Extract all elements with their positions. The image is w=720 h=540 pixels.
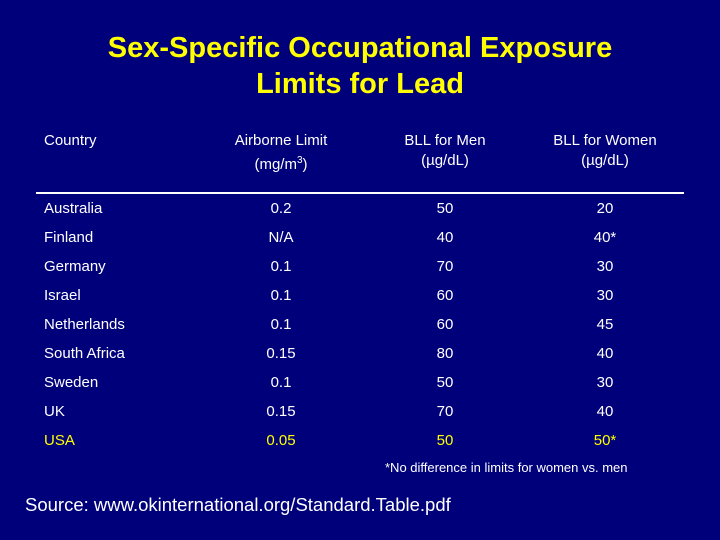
cell-bll-women: 50*: [593, 432, 617, 449]
cell-airborne: 0.15: [266, 345, 296, 362]
column-header-airborne-unit: (mg/m3): [196, 151, 366, 175]
slide-title: Sex-Specific Occupational Exposure Limit…: [0, 30, 720, 102]
cell-country: South Africa: [44, 345, 125, 362]
slide-title-line-2: Limits for Lead: [256, 68, 464, 100]
table-row: Netherlands 0.1 60 45: [0, 314, 720, 336]
table-row: Germany 0.1 70 30: [0, 256, 720, 278]
cell-airborne: 0.1: [270, 258, 292, 275]
table-row: South Africa 0.15 80 40: [0, 343, 720, 365]
airborne-unit-close: ): [302, 156, 308, 173]
cell-airborne: 0.1: [270, 316, 292, 333]
table-row-highlighted: USA 0.05 50 50*: [0, 430, 720, 452]
table-row: Israel 0.1 60 30: [0, 285, 720, 307]
cell-bll-women: 30: [596, 287, 614, 304]
header-divider: [36, 192, 684, 194]
cell-bll-women: 30: [596, 374, 614, 391]
cell-airborne: 0.1: [270, 374, 292, 391]
column-header-bll-women: BLL for Women (µg/dL): [520, 131, 690, 171]
column-header-country: Country: [44, 131, 97, 151]
cell-country: Sweden: [44, 374, 99, 391]
cell-country: UK: [44, 403, 65, 420]
cell-bll-men: 40: [436, 229, 454, 246]
cell-bll-men: 60: [436, 287, 454, 304]
column-header-men-label: BLL for Men: [404, 132, 486, 149]
cell-bll-women: 45: [596, 316, 614, 333]
cell-bll-women: 30: [596, 258, 614, 275]
cell-bll-men: 70: [436, 258, 454, 275]
column-header-women-label: BLL for Women: [553, 132, 657, 149]
cell-bll-women: 40*: [593, 229, 617, 246]
column-header-country-label: Country: [44, 132, 97, 149]
table-row: UK 0.15 70 40: [0, 401, 720, 423]
table-row: Australia 0.2 50 20: [0, 198, 720, 220]
cell-airborne: 0.2: [270, 200, 292, 217]
airborne-unit-text: (mg/m: [254, 156, 297, 173]
cell-country: Israel: [44, 287, 81, 304]
cell-bll-men: 50: [436, 200, 454, 217]
cell-airborne: 0.05: [266, 432, 296, 449]
slide-title-line-1: Sex-Specific Occupational Exposure: [107, 32, 613, 64]
cell-airborne: 0.1: [270, 287, 292, 304]
source-citation: Source: www.okinternational.org/Standard…: [25, 494, 451, 515]
column-header-men-unit: (µg/dL): [421, 152, 469, 169]
cell-country: Australia: [44, 200, 103, 217]
cell-bll-men: 80: [436, 345, 454, 362]
cell-country: Netherlands: [44, 316, 125, 333]
column-header-bll-men: BLL for Men (µg/dL): [365, 131, 525, 171]
cell-airborne: 0.15: [266, 403, 296, 420]
column-header-women-unit: (µg/dL): [581, 152, 629, 169]
cell-bll-men: 60: [436, 316, 454, 333]
column-header-airborne-limit: Airborne Limit (mg/m3): [196, 131, 366, 175]
footnote: *No difference in limits for women vs. m…: [385, 460, 628, 475]
cell-bll-men: 70: [436, 403, 454, 420]
cell-bll-men: 50: [436, 374, 454, 391]
cell-bll-women: 20: [596, 200, 614, 217]
cell-country: USA: [44, 432, 75, 449]
cell-bll-women: 40: [596, 403, 614, 420]
cell-bll-men: 50: [436, 432, 454, 449]
cell-country: Germany: [44, 258, 106, 275]
cell-airborne: N/A: [268, 229, 294, 246]
column-header-airborne-label: Airborne Limit: [234, 132, 328, 149]
cell-bll-women: 40: [596, 345, 614, 362]
table-row: Finland N/A 40 40*: [0, 227, 720, 249]
airborne-unit-superscript: 3: [296, 155, 303, 166]
cell-country: Finland: [44, 229, 94, 246]
table-row: Sweden 0.1 50 30: [0, 372, 720, 394]
